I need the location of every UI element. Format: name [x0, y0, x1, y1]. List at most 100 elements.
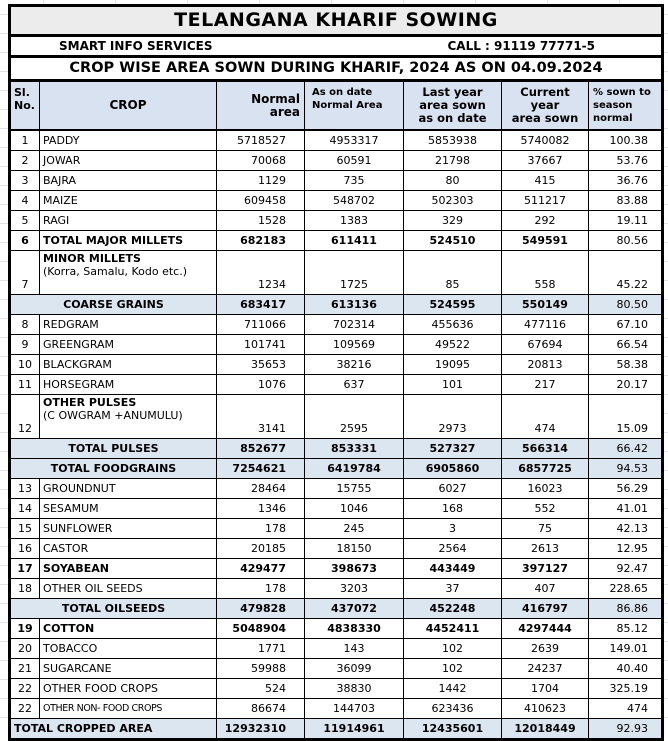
pct-cell: 85.12 [587, 618, 664, 639]
crop-name-cell: SOYABEAN [39, 558, 217, 579]
value-cell: 1528 [216, 210, 305, 231]
table-row: 22 OTHER FOOD CROPS 524 38830 1442 1704 325.19 [9, 678, 664, 699]
value-cell: 1771 [216, 638, 305, 659]
value-cell: 59988 [216, 658, 305, 679]
value-cell: 429477 [216, 558, 305, 579]
table-row: TOTAL PULSES 852677 853331 527327 566314 66.4… [9, 438, 664, 459]
value-cell: 60591 [304, 150, 404, 171]
pct-cell: 80.56 [587, 230, 664, 251]
pct-cell: 15.09 [587, 394, 664, 439]
crop-name-line: MINOR MILLETS [43, 252, 141, 265]
value-cell: 20813 [501, 354, 589, 375]
value-cell: 3 [403, 518, 502, 539]
pct-cell: 83.88 [587, 190, 664, 211]
section-label-cell: TOTAL FOODGRAINS [9, 458, 217, 479]
value-cell: 397127 [501, 558, 589, 579]
column-header-row: Sl. No. CROP Normal area As on date Norm… [9, 80, 664, 131]
value-cell: 49522 [403, 334, 502, 355]
crop-name-cell: BAJRA [39, 170, 217, 191]
crop-name-cell: SUNFLOWER [39, 518, 217, 539]
value-cell: 2639 [501, 638, 589, 659]
value-cell: 102 [403, 658, 502, 679]
table-row: 16 CASTOR 20185 18150 2564 2613 12.95 [9, 538, 664, 559]
pct-cell: 67.10 [587, 314, 664, 335]
pct-cell: 41.01 [587, 498, 664, 519]
value-cell: 437072 [304, 598, 404, 619]
crop-table-body: TELANGANA KHARIF SOWING SMART INFO SERVI… [7, 4, 665, 740]
info-row: SMART INFO SERVICES CALL : 91119 77771-5 [7, 34, 665, 58]
value-cell: 511217 [501, 190, 589, 211]
pct-cell: 19.11 [587, 210, 664, 231]
pct-cell: 20.17 [587, 374, 664, 395]
col-header-sl-no: Sl. No. [9, 80, 40, 131]
value-cell: 5740082 [501, 129, 589, 151]
crop-name-cell: OTHER NON- FOOD CROPS [39, 698, 217, 719]
value-cell: 24237 [501, 658, 589, 679]
value-cell: 101741 [216, 334, 305, 355]
sl-no-cell: 5 [9, 210, 40, 231]
table-row: 14 SESAMUM 1346 1046 168 552 41.01 [9, 498, 664, 519]
pct-cell: 92.47 [587, 558, 664, 579]
crop-name-cell: JOWAR [39, 150, 217, 171]
table-row: 7 MINOR MILLETS (Korra, Samalu, Kodo etc.)… [9, 250, 664, 295]
value-cell: 524 [216, 678, 305, 699]
call-label: CALL : 91119 77771-5 [447, 38, 596, 53]
col-header-crop: CROP [39, 80, 217, 131]
value-cell: 4452411 [403, 618, 502, 639]
table-row: 17 SOYABEAN 429477 398673 443449 397127 92.47 [9, 558, 664, 579]
value-cell: 682183 [216, 230, 305, 251]
value-cell: 178 [216, 578, 305, 599]
title-row: TELANGANA KHARIF SOWING [7, 4, 665, 37]
value-cell: 735 [304, 170, 404, 191]
value-cell: 852677 [216, 438, 305, 459]
report-caption: CROP WISE AREA SOWN DURING KHARIF, 2024 … [7, 55, 665, 82]
table-row: TOTAL OILSEEDS 479828 437072 452248 416797 86… [9, 598, 664, 619]
table-row: 10 BLACKGRAM 35653 38216 19095 20813 58.38 [9, 354, 664, 375]
value-cell: 2564 [403, 538, 502, 559]
value-cell: 12018449 [501, 718, 589, 740]
pct-cell: 80.50 [587, 294, 664, 315]
pct-cell: 40.40 [587, 658, 664, 679]
sl-no-cell: 6 [9, 230, 40, 251]
value-cell: 2613 [501, 538, 589, 559]
value-cell: 217 [501, 374, 589, 395]
value-cell: 452248 [403, 598, 502, 619]
value-cell: 455636 [403, 314, 502, 335]
col-header-current-year-area-sown: Current year area sown [501, 80, 589, 131]
value-cell: 168 [403, 498, 502, 519]
crop-name-cell: GROUNDNUT [39, 478, 217, 499]
value-cell: 1442 [403, 678, 502, 699]
brand-label: SMART INFO SERVICES [59, 38, 213, 53]
pct-cell: 325.19 [587, 678, 664, 699]
sl-no-cell: 14 [9, 498, 40, 519]
value-cell: 28464 [216, 478, 305, 499]
table-row: 4 MAIZE 609458 548702 502303 511217 83.88 [9, 190, 664, 211]
table-row: 20 TOBACCO 1771 143 102 2639 149.01 [9, 638, 664, 659]
value-cell: 1076 [216, 374, 305, 395]
pct-cell: 100.38 [587, 129, 664, 151]
table-row: 18 OTHER OIL SEEDS 178 3203 37 407 228.65 [9, 578, 664, 599]
value-cell: 21798 [403, 150, 502, 171]
crop-name-cell: HORSEGRAM [39, 374, 217, 395]
value-cell: 75 [501, 518, 589, 539]
value-cell: 101 [403, 374, 502, 395]
value-cell: 1346 [216, 498, 305, 519]
value-cell: 37667 [501, 150, 589, 171]
sl-no-cell: 19 [9, 618, 40, 639]
value-cell: 1046 [304, 498, 404, 519]
table-row: 12 OTHER PULSES (C OWGRAM +ANUMULU) 3141 259… [9, 394, 664, 439]
value-cell: 683417 [216, 294, 305, 315]
value-cell: 11914961 [304, 718, 404, 740]
value-cell: 86674 [216, 698, 305, 719]
value-cell: 15755 [304, 478, 404, 499]
crop-name-cell: RAGI [39, 210, 217, 231]
sl-no-cell: 13 [9, 478, 40, 499]
sl-no-cell: 18 [9, 578, 40, 599]
pct-cell: 12.95 [587, 538, 664, 559]
value-cell: 637 [304, 374, 404, 395]
value-cell: 477116 [501, 314, 589, 335]
value-cell: 524595 [403, 294, 502, 315]
table-row: TOTAL CROPPED AREA 12932310 11914961 124356… [9, 718, 664, 740]
table-row: 8 REDGRAM 711066 702314 455636 477116 67.10 [9, 314, 664, 335]
table-row: 6 TOTAL MAJOR MILLETS 682183 611411 524510 54… [9, 230, 664, 251]
